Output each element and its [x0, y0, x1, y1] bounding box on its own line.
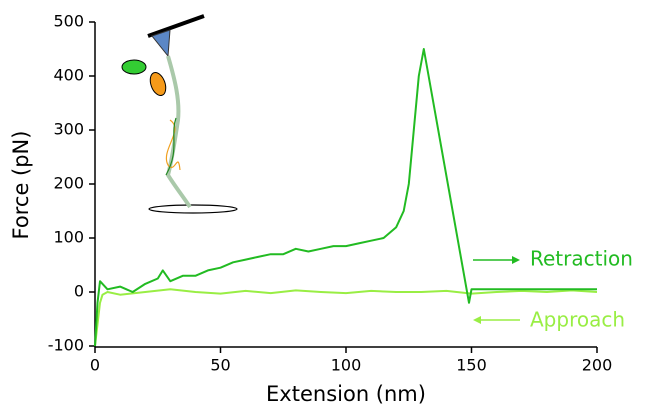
- data-line: [94, 288, 598, 347]
- x-tick-label: 150: [456, 356, 487, 375]
- y-tick-label: 300: [53, 120, 84, 139]
- y-tick-label: 400: [53, 66, 84, 85]
- legend-arrowhead: [473, 316, 481, 324]
- data-line: [94, 48, 597, 347]
- x-tick-label: 100: [331, 356, 362, 375]
- y-tick-label: 200: [53, 174, 84, 193]
- x-tick-label: 50: [210, 356, 230, 375]
- inset-cartoon: [121, 14, 238, 214]
- legend-arrowhead: [512, 256, 520, 264]
- legend-label: Retraction: [530, 247, 633, 271]
- y-tick-label: -100: [48, 336, 84, 355]
- legend-label: Approach: [530, 308, 625, 332]
- x-tick-label: 0: [90, 356, 100, 375]
- y-tick-label: 100: [53, 228, 84, 247]
- y-axis-label: Force (pN): [9, 131, 33, 240]
- x-axis-label: Extension (nm): [266, 382, 426, 406]
- x-tick-label: 200: [582, 356, 613, 375]
- y-tick-label: 500: [53, 12, 84, 31]
- y-tick-label: 0: [74, 282, 84, 301]
